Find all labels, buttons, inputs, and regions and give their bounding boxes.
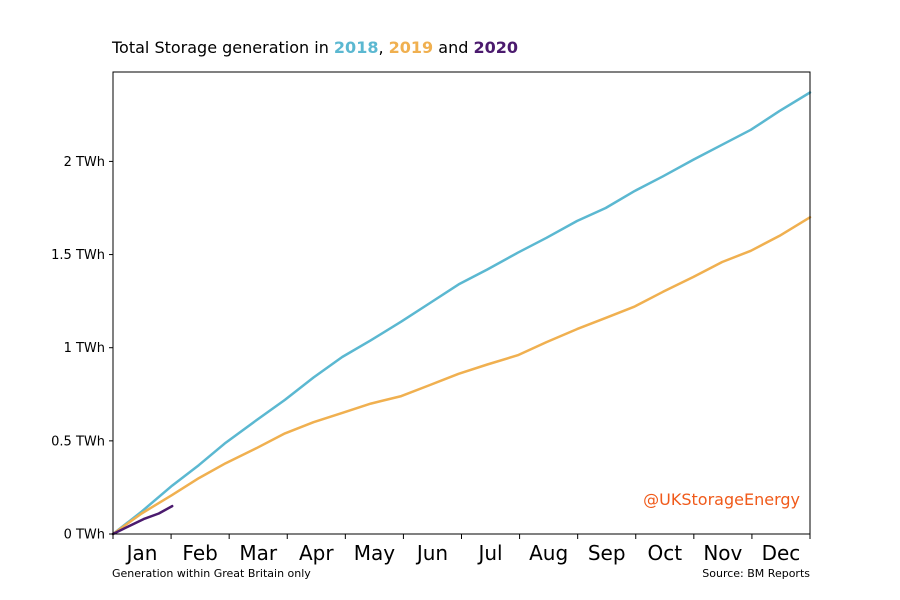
x-tick-label: Aug	[529, 541, 568, 565]
x-tick-label: Nov	[703, 541, 742, 565]
y-tick-label: 1.5 TWh	[51, 248, 105, 263]
series-line-2018	[111, 91, 812, 536]
y-tick-label: 2 TWh	[64, 155, 105, 170]
x-tick-label: May	[354, 541, 396, 565]
plot-frame	[112, 71, 811, 535]
y-tick-label: 1 TWh	[64, 341, 105, 356]
x-tick-label: Sep	[588, 541, 626, 565]
x-tick-label: Oct	[647, 541, 682, 565]
footer-note: Generation within Great Britain only	[112, 567, 311, 580]
x-tick-label: Jun	[415, 541, 448, 565]
x-tick-label: Apr	[299, 541, 334, 565]
x-tick-label: Dec	[762, 541, 801, 565]
footer-source: Source: BM Reports	[702, 567, 810, 580]
title-year-2019: 2019	[388, 38, 434, 57]
x-tick-label: Mar	[239, 541, 278, 565]
title-prefix: Total Storage generation in	[112, 38, 329, 57]
title-separator-comma: ,	[378, 38, 384, 57]
x-tick-label: Feb	[182, 541, 217, 565]
watermark-handle: @UKStorageEnergy	[643, 490, 800, 509]
plot-area: 0 TWh 0.5 TWh 1 TWh 1.5 TWh 2 TWh Jan Feb Mar Ap…	[51, 71, 812, 565]
series-line-2020	[111, 504, 174, 536]
title-year-2018: 2018	[333, 38, 379, 57]
x-tick-label: Jan	[125, 541, 158, 565]
y-tick-label: 0 TWh	[64, 528, 105, 543]
x-tick-label: Jul	[476, 541, 502, 565]
title-year-2020: 2020	[473, 38, 518, 57]
series-line-2019	[111, 216, 812, 536]
chart-title: Total Storage generation in 2018, 2019 a…	[112, 38, 518, 57]
y-tick-label: 0.5 TWh	[51, 434, 105, 449]
title-separator-and: and	[438, 38, 469, 57]
